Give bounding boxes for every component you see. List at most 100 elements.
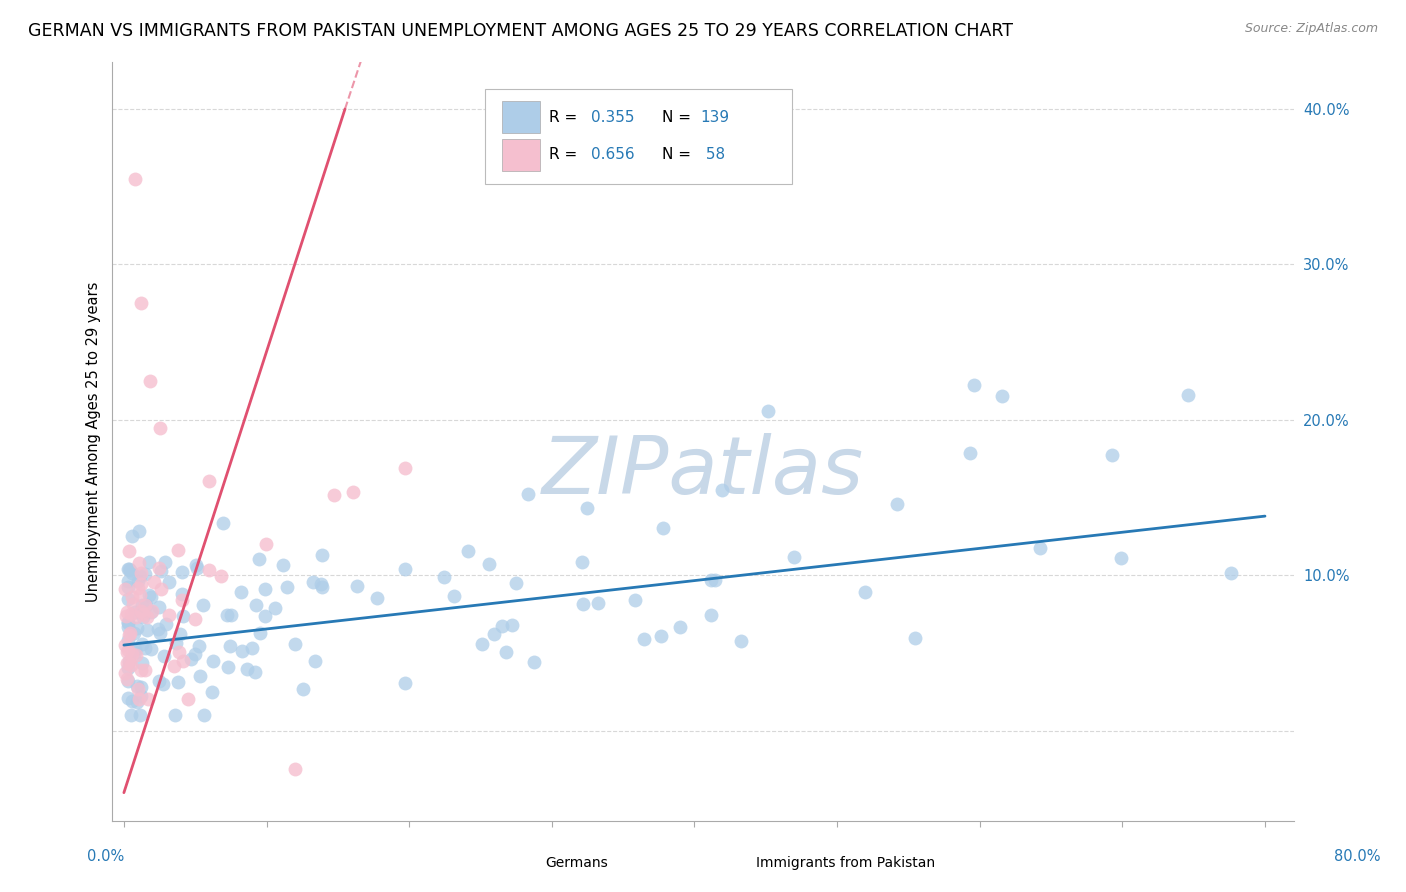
Point [149, 564, 172, 578]
Point [177, 692, 200, 706]
Point [129, 690, 152, 704]
Point [394, 461, 416, 475]
Point [311, 577, 333, 591]
Point [212, 516, 235, 530]
Point [134, 566, 156, 581]
Point [394, 562, 416, 576]
Point [115, 657, 138, 671]
Point [139, 590, 162, 604]
Text: Immigrants from Pakistan: Immigrants from Pakistan [756, 856, 935, 871]
Point [114, 638, 136, 652]
Point [523, 656, 546, 670]
Point [186, 560, 208, 574]
Point [157, 607, 180, 622]
Point [342, 484, 364, 499]
Text: R =: R = [550, 147, 582, 162]
Point [118, 654, 141, 668]
Point [167, 675, 190, 690]
Point [217, 607, 239, 622]
Point [501, 618, 523, 632]
Point [128, 556, 150, 570]
Point [122, 598, 145, 612]
Point [231, 644, 253, 658]
Point [132, 607, 155, 622]
Point [180, 652, 202, 666]
Point [783, 550, 806, 565]
Point [148, 599, 170, 614]
Point [291, 681, 314, 696]
Point [304, 654, 326, 668]
Point [129, 568, 152, 582]
Point [254, 609, 277, 624]
Point [302, 574, 325, 589]
Point [197, 475, 219, 489]
Text: 0.355: 0.355 [591, 110, 634, 125]
Point [135, 623, 157, 637]
Point [125, 695, 148, 709]
Point [170, 566, 193, 580]
Point [124, 172, 146, 186]
Point [443, 589, 465, 603]
Point [170, 592, 193, 607]
Point [118, 628, 141, 642]
Point [704, 573, 727, 587]
Point [572, 598, 595, 612]
Point [127, 681, 149, 696]
Text: GERMAN VS IMMIGRANTS FROM PAKISTAN UNEMPLOYMENT AMONG AGES 25 TO 29 YEARS CORREL: GERMAN VS IMMIGRANTS FROM PAKISTAN UNEMP… [28, 22, 1014, 40]
Point [117, 643, 139, 657]
Point [219, 608, 242, 623]
Point [124, 645, 146, 659]
Point [129, 577, 152, 591]
Point [149, 625, 172, 640]
Point [125, 621, 148, 635]
Point [184, 647, 207, 661]
Point [471, 637, 494, 651]
Point [276, 580, 298, 594]
Point [1220, 566, 1243, 581]
Point [141, 604, 163, 618]
Text: N =: N = [662, 110, 696, 125]
Point [253, 582, 276, 597]
Point [121, 590, 143, 604]
Point [669, 619, 692, 633]
Point [991, 389, 1014, 403]
Point [117, 606, 139, 620]
Point [146, 622, 169, 636]
Point [142, 575, 165, 590]
Point [155, 616, 177, 631]
Point [346, 579, 368, 593]
Point [117, 592, 139, 607]
Point [756, 404, 779, 418]
Point [121, 647, 143, 661]
Point [131, 637, 153, 651]
Point [121, 693, 143, 707]
Point [576, 500, 599, 515]
Point [138, 588, 160, 602]
Point [633, 632, 655, 646]
Point [138, 555, 160, 569]
Point [263, 601, 285, 615]
Point [117, 615, 139, 629]
Point [484, 626, 506, 640]
Point [201, 684, 224, 698]
Point [904, 631, 927, 645]
Point [243, 665, 266, 679]
Point [855, 585, 877, 599]
Point [247, 552, 270, 566]
Point [128, 708, 150, 723]
Point [1109, 551, 1132, 566]
Text: ZIPatlas: ZIPatlas [541, 433, 865, 511]
Point [129, 296, 152, 310]
Point [311, 580, 333, 594]
Point [138, 374, 160, 388]
Point [169, 626, 191, 640]
Point [201, 655, 224, 669]
Point [491, 619, 513, 633]
Point [128, 524, 150, 538]
Point [586, 596, 609, 610]
Point [184, 558, 207, 572]
Point [254, 536, 277, 550]
Point [153, 555, 176, 569]
Point [478, 557, 501, 571]
Point [117, 632, 139, 647]
